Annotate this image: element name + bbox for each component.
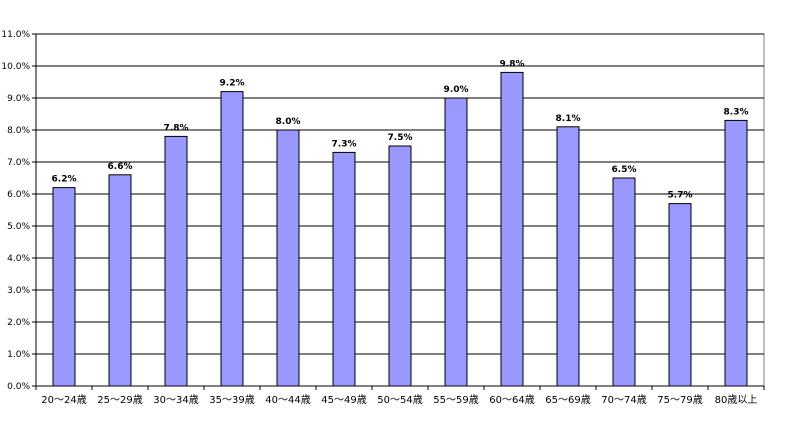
gridlines bbox=[36, 33, 764, 355]
y-tick-label: 0.0% bbox=[7, 382, 30, 392]
x-tick-label: 75～79歳 bbox=[657, 394, 702, 406]
data-label: 7.8% bbox=[164, 123, 189, 133]
data-label: 7.3% bbox=[332, 139, 357, 149]
x-tick-label: 35～39歳 bbox=[209, 394, 254, 406]
x-tick-label: 80歳以上 bbox=[715, 394, 758, 406]
y-tick-label: 11.0% bbox=[1, 30, 30, 40]
x-tick-label: 70～74歳 bbox=[601, 394, 646, 406]
x-tick-label: 55～59歳 bbox=[433, 394, 478, 406]
bar bbox=[500, 71, 524, 387]
data-label: 6.2% bbox=[52, 175, 77, 185]
bar bbox=[388, 145, 412, 387]
data-label: 6.6% bbox=[108, 162, 133, 172]
data-labels: 6.2% 6.6% 7.8% 9.2% 8.0% 7.3% 7.5% 9.0% 9.8% 8.1%… bbox=[52, 59, 749, 200]
data-label: 5.7% bbox=[668, 191, 693, 201]
y-tick-label: 1.0% bbox=[7, 350, 30, 360]
x-tick-label: 60～64歳 bbox=[489, 394, 534, 406]
x-tick-label: 30～34歳 bbox=[153, 394, 198, 406]
data-label: 8.3% bbox=[724, 107, 749, 117]
bar bbox=[556, 126, 580, 387]
x-tick-label: 25～29歳 bbox=[97, 394, 142, 406]
y-tick-label: 2.0% bbox=[7, 318, 30, 328]
data-label: 9.0% bbox=[444, 85, 469, 95]
y-tick-label: 7.0% bbox=[7, 158, 30, 168]
y-tick-label: 3.0% bbox=[7, 286, 30, 296]
x-tick-label: 20～24歳 bbox=[41, 394, 86, 406]
bar bbox=[668, 203, 692, 387]
y-tick-label: 6.0% bbox=[7, 190, 30, 200]
x-tick-label: 65～69歳 bbox=[545, 394, 590, 406]
bars bbox=[52, 71, 748, 387]
data-label: 8.0% bbox=[276, 117, 301, 127]
x-tick-label: 45～49歳 bbox=[321, 394, 366, 406]
x-tick-label: 50～54歳 bbox=[377, 394, 422, 406]
bar bbox=[612, 177, 636, 387]
x-axis-ticks: 20～24歳 25～29歳 30～34歳 35～39歳 40～44歳 45～49歳 50～5… bbox=[35, 386, 765, 406]
y-tick-label: 9.0% bbox=[7, 94, 30, 104]
data-label: 7.5% bbox=[388, 133, 413, 143]
y-tick-label: 4.0% bbox=[7, 254, 30, 264]
bar bbox=[108, 174, 132, 387]
bar bbox=[444, 97, 468, 387]
bar bbox=[52, 187, 76, 387]
bar bbox=[220, 91, 244, 387]
data-label: 6.5% bbox=[612, 165, 637, 175]
data-label: 8.1% bbox=[556, 114, 581, 124]
data-label: 9.8% bbox=[500, 59, 525, 69]
y-tick-label: 5.0% bbox=[7, 222, 30, 232]
bar bbox=[724, 119, 748, 387]
x-tick-label: 40～44歳 bbox=[265, 394, 310, 406]
bar bbox=[332, 151, 356, 387]
bar bbox=[164, 135, 188, 387]
data-label: 9.2% bbox=[220, 79, 245, 89]
y-axis-ticks: 0.0% 1.0% 2.0% 3.0% 4.0% 5.0% 6.0% 7.0% 8.0% 9.0%… bbox=[1, 30, 36, 392]
y-tick-label: 8.0% bbox=[7, 126, 30, 136]
y-tick-label: 10.0% bbox=[1, 62, 30, 72]
bar bbox=[276, 129, 300, 387]
